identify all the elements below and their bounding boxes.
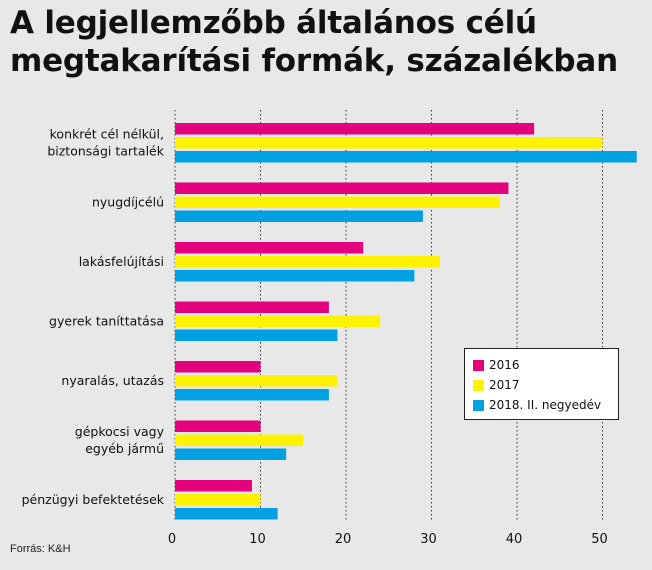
bar-0-0	[175, 123, 535, 135]
legend-item-2018: 2018. II. negyedév	[473, 395, 618, 415]
category-label-0-0: konkrét cél nélkül,	[50, 126, 164, 141]
legend-label-2018: 2018. II. negyedév	[489, 398, 602, 412]
legend-swatch-2018	[473, 399, 484, 411]
legend-label-2016: 2016	[489, 358, 520, 372]
bar-6-2	[175, 508, 278, 520]
x-tick-label-10: 10	[249, 532, 266, 547]
bar-3-2	[175, 329, 338, 341]
bar-1-1	[175, 196, 500, 208]
category-label-4-0: nyaralás, utazás	[61, 373, 164, 388]
category-label-3-0: gyerek taníttatása	[49, 313, 164, 328]
bar-1-2	[175, 210, 423, 222]
legend-swatch-2016	[473, 359, 484, 371]
bar-2-0	[175, 242, 364, 254]
bar-2-2	[175, 270, 415, 282]
category-label-2-0: lakásfelújítási	[79, 254, 164, 269]
category-label-1-0: nyugdíjcélú	[92, 194, 164, 209]
bar-4-0	[175, 361, 261, 373]
bar-5-1	[175, 434, 304, 446]
category-label-5-1: egyéb jármű	[85, 441, 164, 456]
bar-2-1	[175, 256, 441, 268]
category-label-5-0: gépkocsi vagy	[75, 424, 165, 439]
x-tick-label-30: 30	[420, 532, 437, 547]
bar-5-0	[175, 420, 261, 432]
x-tick-label-40: 40	[506, 532, 523, 547]
x-tick-label-50: 50	[591, 532, 608, 547]
chart-title: A legjellemzőbb általános célú megtakarí…	[10, 4, 618, 80]
legend-item-2016: 2016	[473, 355, 618, 375]
bar-3-1	[175, 315, 381, 327]
chart-legend: 2016 2017 2018. II. negyedév	[464, 348, 619, 420]
bar-5-2	[175, 448, 287, 460]
legend-item-2017: 2017	[473, 375, 618, 395]
bar-1-0	[175, 182, 509, 194]
chart-title-line-1: A legjellemzőbb általános célú	[10, 5, 537, 41]
category-label-0-1: biztonsági tartalék	[47, 143, 164, 158]
bar-6-1	[175, 494, 261, 506]
legend-label-2017: 2017	[489, 378, 520, 392]
bar-0-2	[175, 151, 637, 163]
bar-0-1	[175, 137, 603, 149]
source-note: Forrás: K&H	[10, 543, 71, 555]
bar-3-0	[175, 301, 329, 313]
legend-swatch-2017	[473, 379, 484, 391]
bar-4-1	[175, 375, 338, 387]
chart-title-line-2: megtakarítási formák, százalékban	[10, 43, 619, 79]
x-tick-label-20: 20	[335, 532, 352, 547]
bar-6-0	[175, 480, 252, 492]
bar-4-2	[175, 389, 329, 401]
x-tick-label-0: 0	[168, 532, 176, 547]
category-label-6-0: pénzügyi befektetések	[22, 492, 165, 507]
